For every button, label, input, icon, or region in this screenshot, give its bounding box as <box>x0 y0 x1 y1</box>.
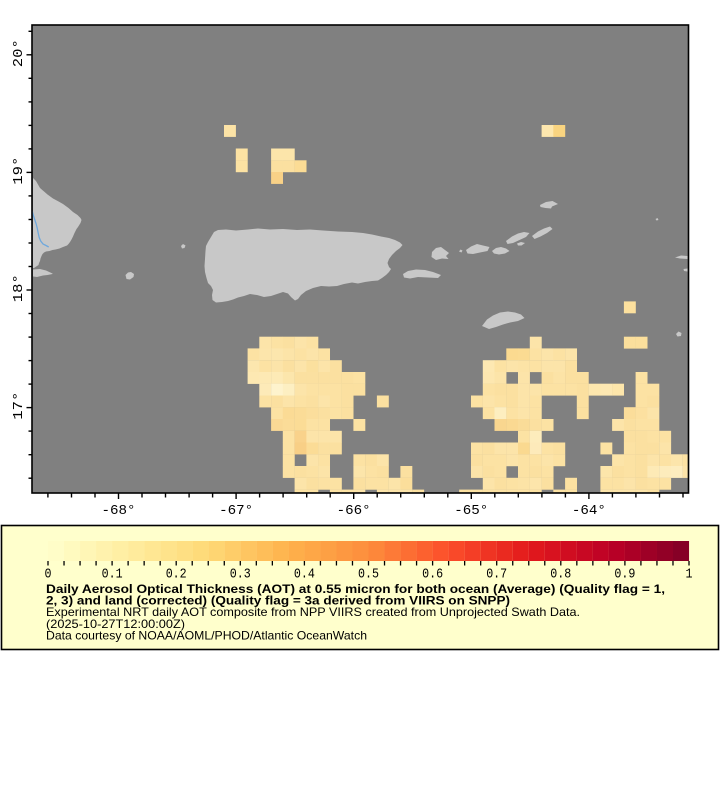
svg-text:19°: 19° <box>11 157 27 185</box>
svg-text:17°: 17° <box>11 392 27 420</box>
svg-text:0.9: 0.9 <box>614 567 635 583</box>
svg-text:0.8: 0.8 <box>550 567 571 583</box>
svg-text:18°: 18° <box>11 274 27 302</box>
svg-text:0.7: 0.7 <box>486 567 507 583</box>
svg-text:-68°: -68° <box>102 503 136 519</box>
svg-text:0.5: 0.5 <box>358 567 379 583</box>
svg-text:-64°: -64° <box>572 503 606 519</box>
svg-text:Data courtesy of NOAA/AOML/PHO: Data courtesy of NOAA/AOML/PHOD/Atlantic… <box>46 629 367 643</box>
svg-text:0.1: 0.1 <box>102 567 123 583</box>
svg-text:0.6: 0.6 <box>422 567 443 583</box>
svg-text:0.2: 0.2 <box>166 567 187 583</box>
svg-text:Experimental NRT daily AOT com: Experimental NRT daily AOT composite fro… <box>46 605 580 619</box>
svg-text:2, 3) and land (corrected) (Qu: 2, 3) and land (corrected) (Quality flag… <box>46 594 510 608</box>
svg-text:20°: 20° <box>11 39 27 67</box>
svg-text:0.4: 0.4 <box>294 567 315 583</box>
svg-text:-67°: -67° <box>219 503 253 519</box>
svg-text:(2025-10-27T12:00:00Z): (2025-10-27T12:00:00Z) <box>46 617 185 631</box>
svg-text:-65°: -65° <box>454 503 488 519</box>
svg-text:0.3: 0.3 <box>230 567 251 583</box>
svg-text:1: 1 <box>686 567 693 583</box>
svg-text:0: 0 <box>45 567 52 583</box>
svg-text:-66°: -66° <box>337 503 371 519</box>
svg-text:Daily Aerosol Optical Thicknes: Daily Aerosol Optical Thickness (AOT) at… <box>46 582 665 596</box>
